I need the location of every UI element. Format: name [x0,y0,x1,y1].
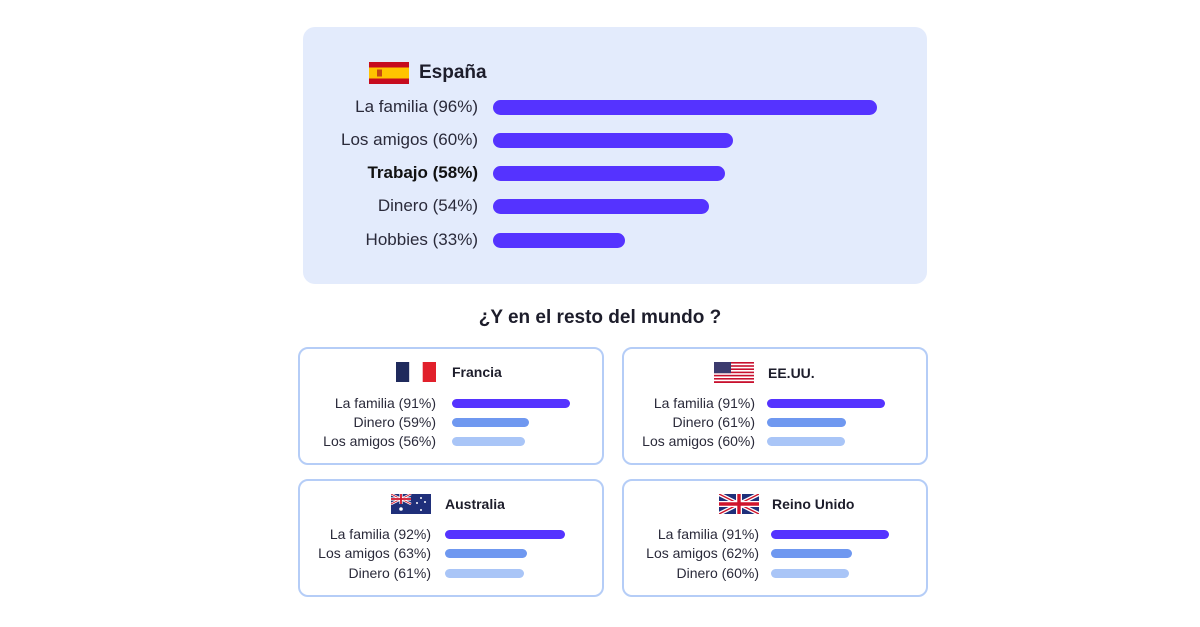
francia-header: Francia [396,362,502,382]
reino-unido-bar [771,530,890,539]
francia-bar-label: La familia (91%) [334,395,436,411]
australia-bar [445,549,527,558]
australia-header: Australia [391,494,505,514]
section-subtitle: ¿Y en el resto del mundo ? [478,307,722,328]
australia-bar-label: Dinero (61%) [348,565,431,581]
eeuu-bar-label: Los amigos (60%) [642,433,755,449]
australia-bar-label: Los amigos (63%) [318,545,431,561]
spain-bar [493,166,725,181]
uk-flag-icon [719,494,759,514]
spain-title: España [419,62,487,83]
spain-bar [493,199,709,214]
eeuu-bar [767,399,886,408]
reino-unido-header: Reino Unido [719,494,854,514]
eeuu-title: EE.UU. [768,364,815,381]
reino-unido-bar-label: Dinero (60%) [676,565,759,581]
usa-flag-icon [714,362,754,383]
spain-bar-label: Hobbies (33%) [365,230,478,249]
australia-flag-icon [391,494,431,514]
spain-bar [493,133,733,148]
spain-bar-label: Trabajo (58%) [367,163,478,182]
australia-title: Australia [445,496,505,512]
spain-flag-icon [369,62,409,84]
reino-unido-bar [771,569,849,578]
spain-bar-label: Los amigos (60%) [340,130,478,149]
france-flag-icon [396,362,436,382]
reino-unido-bar-label: La familia (91%) [657,526,759,542]
spain-bar [493,233,625,248]
australia-bar [445,530,565,539]
eeuu-bar-label: La familia (91%) [653,395,755,411]
spain-bar [493,100,877,115]
australia-bar-label: La familia (92%) [329,526,431,542]
eeuu-bar [767,418,847,427]
spain-header: España [369,62,487,84]
reino-unido-title: Reino Unido [772,496,855,512]
spain-bar-label: La familia (96%) [355,97,478,116]
francia-bar [452,418,529,427]
francia-title: Francia [452,364,502,380]
francia-bar-label: Los amigos (56%) [323,433,436,449]
francia-bar-label: Dinero (59%) [353,414,436,430]
francia-bar [452,399,571,408]
spain-bar-label: Dinero (54%) [377,196,478,215]
reino-unido-bar-label: Los amigos (62%) [646,545,759,561]
francia-bar [452,437,525,446]
australia-bar [445,569,525,578]
eeuu-bar [767,437,845,446]
reino-unido-bar [771,549,852,558]
eeuu-bar-label: Dinero (61%) [672,414,755,430]
eeuu-header: EE.UU. [714,362,815,383]
